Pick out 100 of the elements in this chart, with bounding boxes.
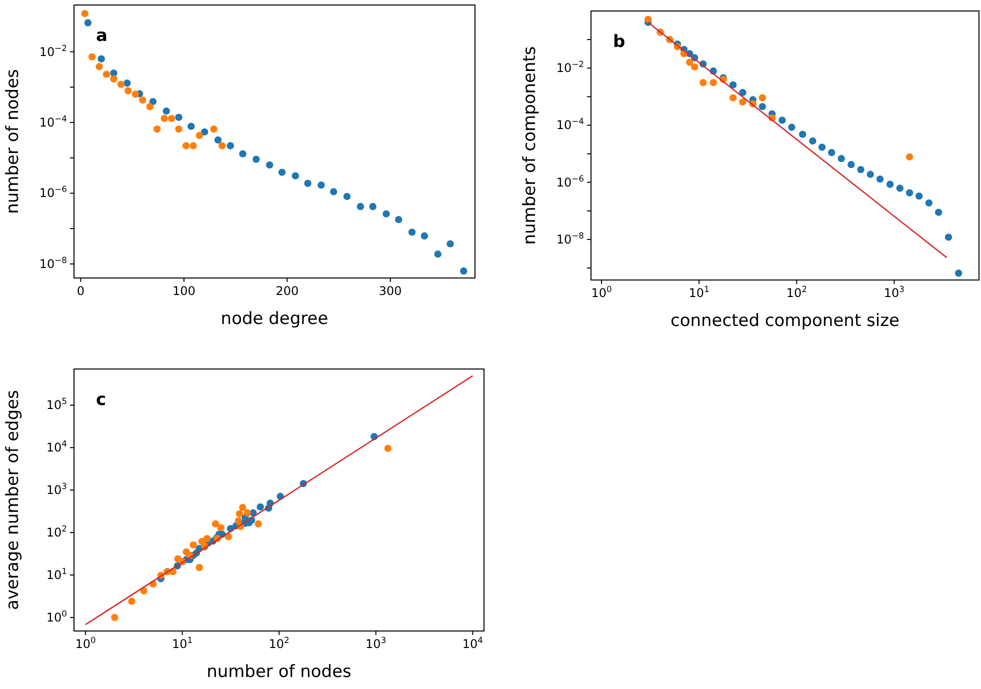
point (175, 114, 182, 121)
y-tick-label: 10$^{4}$ (46, 438, 67, 455)
point (446, 240, 454, 248)
point (369, 202, 376, 210)
point (218, 142, 226, 150)
point (866, 170, 874, 178)
point (132, 90, 140, 98)
y-tick-label: 10$^{−4}$ (39, 113, 67, 130)
point (408, 228, 416, 236)
point (318, 181, 325, 189)
x-tick-label: 10$^{1}$ (688, 284, 710, 300)
y-axis-title: number of nodes (3, 68, 23, 214)
point (739, 88, 746, 96)
point (266, 161, 274, 169)
point (200, 128, 208, 136)
y-tick-label: 10$^{−6}$ (39, 184, 67, 200)
y-tick-label: 10$^{0}$ (46, 608, 67, 624)
y-tick-label: 10$^{5}$ (46, 396, 67, 412)
point (896, 184, 904, 192)
point (798, 130, 806, 138)
annotation: b (613, 32, 626, 52)
point (729, 81, 737, 88)
y-tick-label: 10$^{2}$ (46, 524, 67, 540)
x-tick-label: 10$^{3}$ (884, 284, 905, 300)
point (139, 96, 146, 104)
point (356, 202, 364, 210)
annotation: c (96, 390, 106, 410)
point (124, 87, 132, 94)
x-tick-label: 10$^{0}$ (75, 635, 96, 651)
point (788, 124, 796, 131)
point (84, 19, 92, 26)
point (330, 188, 338, 196)
point (175, 125, 182, 133)
point (146, 103, 154, 110)
point (168, 114, 176, 122)
point (160, 114, 168, 122)
x-tick-label: 300 (378, 284, 402, 298)
point (886, 180, 894, 188)
y-tick-label: 10$^{1}$ (46, 566, 67, 582)
point (98, 55, 105, 62)
point (876, 175, 884, 183)
point (382, 210, 390, 218)
point (110, 75, 118, 83)
y-tick-label: 10$^{−4}$ (556, 116, 584, 132)
point (700, 79, 707, 86)
y-tick-label: 10$^{−2}$ (39, 42, 67, 59)
y-tick-label: 10$^{−8}$ (39, 254, 67, 271)
point (925, 199, 933, 207)
point (124, 79, 131, 87)
point (857, 166, 864, 174)
x-tick-label: 100 (172, 284, 196, 298)
point (278, 168, 286, 176)
point (226, 142, 234, 150)
x-tick-label: 0 (76, 284, 85, 298)
x-tick-label: 10$^{2}$ (268, 635, 290, 651)
point (162, 107, 170, 115)
point (758, 94, 766, 102)
point (252, 156, 260, 163)
point (182, 142, 190, 150)
y-tick-label: 10$^{−6}$ (556, 173, 584, 190)
x-axis-title: connected component size (670, 311, 900, 331)
x-axis-title: number of nodes (206, 662, 352, 682)
y-axis-title: number of components (520, 46, 540, 245)
y-tick-label: 10$^{−8}$ (556, 230, 584, 246)
point (214, 136, 222, 144)
point (434, 250, 442, 258)
point (739, 98, 746, 106)
point (190, 142, 197, 150)
point (916, 192, 923, 200)
y-tick-label: 10$^{3}$ (46, 481, 67, 498)
point (809, 137, 816, 145)
x-tick-label: 10$^{2}$ (786, 284, 807, 300)
point (110, 69, 118, 77)
point (304, 180, 312, 187)
x-tick-label: 10$^{4}$ (462, 635, 483, 651)
point (210, 125, 218, 133)
point (954, 270, 962, 277)
point (729, 94, 737, 102)
y-axis-title: average number of edges (3, 390, 23, 610)
x-tick-label: 10$^{3}$ (366, 635, 386, 651)
point (102, 70, 110, 78)
point (934, 208, 942, 216)
x-tick-label: 10$^{0}$ (591, 284, 612, 300)
annotation: a (96, 26, 108, 46)
point (96, 63, 103, 70)
point (239, 150, 246, 158)
point (149, 98, 157, 106)
x-tick-label: 10$^{1}$ (172, 635, 193, 651)
point (838, 154, 845, 162)
point (758, 102, 766, 110)
point (292, 172, 299, 180)
point (343, 192, 351, 200)
point (778, 116, 786, 124)
point (460, 267, 468, 275)
point (196, 132, 204, 140)
point (88, 53, 96, 60)
point (906, 189, 914, 196)
point (944, 234, 952, 241)
point (828, 148, 836, 156)
point (691, 63, 698, 71)
